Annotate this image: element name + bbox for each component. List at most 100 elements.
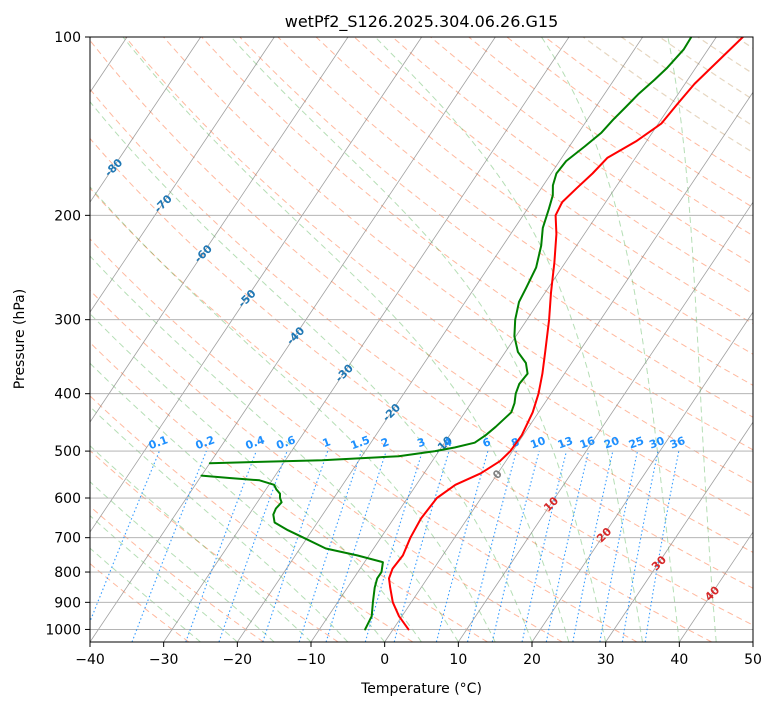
moist-adiabat-line <box>90 186 496 642</box>
isotherm-line <box>605 421 753 642</box>
moist-adiabat-line <box>90 255 459 642</box>
isotherm-line <box>310 37 717 642</box>
moist-adiabat-line <box>230 37 607 642</box>
y-tick-label: 400 <box>54 387 81 403</box>
isotherm-line <box>90 37 275 313</box>
mixing-ratio-line <box>521 450 568 642</box>
sounding-profiles <box>200 37 744 631</box>
y-tick-label: 1000 <box>45 622 81 638</box>
mixing-ratio-label: 10 <box>529 434 548 452</box>
y-tick-label: 200 <box>54 208 81 224</box>
moist-adiabat-line <box>122 37 570 642</box>
moist-adiabat-line <box>90 100 533 642</box>
moist-adiabat-line <box>374 37 643 642</box>
dry-adiabat-line <box>90 187 712 642</box>
x-tick-label: −30 <box>149 652 179 668</box>
moist-adiabat-line <box>541 37 680 642</box>
isotherm-line <box>90 37 202 203</box>
mixing-ratio-label: 25 <box>627 434 646 451</box>
isotherm-line <box>90 37 423 533</box>
mixing-ratio-line <box>325 450 387 642</box>
x-axis-title: Temperature (°C) <box>360 681 482 697</box>
mixing-ratio-line <box>435 450 489 642</box>
dry-adiabat-line <box>315 37 753 355</box>
mixing-ratio-label: 36 <box>668 434 687 452</box>
plot-frame <box>89 36 754 643</box>
mixing-ratio-label: 16 <box>578 434 597 452</box>
dry-adiabat-line <box>201 37 753 451</box>
moist-adiabat-line <box>90 547 201 642</box>
isotherm-line <box>90 37 496 642</box>
dry-adiabat-line <box>392 37 753 295</box>
mixing-ratio-label: 3 <box>415 435 427 450</box>
y-axis-ticks: 100 200 300 400 500 600 700 800 900 1000 <box>45 30 90 638</box>
mixing-ratio-line <box>90 450 160 623</box>
mixing-ratio-label: 30 <box>647 434 666 452</box>
dry-adiabat-line <box>239 37 753 418</box>
x-tick-label: −20 <box>223 652 253 668</box>
x-axis-ticks: −40 −30 −20 −10 0 10 20 30 40 50 <box>75 642 762 668</box>
mixing-ratio-label: 1 <box>321 435 333 450</box>
dry-adiabat-line <box>90 88 753 589</box>
y-tick-label: 500 <box>54 444 81 460</box>
x-tick-label: 30 <box>597 652 615 668</box>
mixing-ratio-label: 0.6 <box>275 433 298 452</box>
mixing-ratio-line <box>298 450 363 642</box>
temperature-line <box>388 37 744 631</box>
dry-adiabat-line <box>90 289 563 642</box>
mixing-ratio-label: 0.4 <box>244 433 267 452</box>
pressure-gridlines <box>90 37 753 630</box>
x-tick-label: 50 <box>744 652 762 668</box>
mixing-ratio-label: 1.5 <box>349 433 372 452</box>
x-tick-label: 10 <box>449 652 467 668</box>
moist-adiabat-line <box>90 481 275 642</box>
moist-adiabat-line <box>90 313 422 642</box>
mixing-ratio-line <box>131 450 207 642</box>
mixing-ratio-line <box>466 450 517 642</box>
isotherm-line <box>679 531 753 642</box>
dry-adiabat-line <box>90 238 638 642</box>
mixing-ratio-line <box>262 450 329 642</box>
isotherm-line <box>163 37 570 642</box>
isotherm-line <box>384 91 753 642</box>
moist-adiabat-line <box>90 515 238 642</box>
moist-adiabats <box>90 37 717 642</box>
dry-adiabat-line <box>90 505 264 642</box>
y-tick-label: 100 <box>54 30 81 46</box>
mixing-ratio-label: 0.2 <box>194 433 217 452</box>
y-tick-label: 600 <box>54 491 81 507</box>
x-tick-label: −10 <box>296 652 326 668</box>
moist-adiabat-line <box>667 37 717 642</box>
mixing-ratio-lines <box>90 450 680 642</box>
dry-adiabat-line <box>90 341 488 642</box>
mixing-ratio-line <box>545 450 590 642</box>
plot-area: -100-90-80-70-60-50-40-30-20-10010203040… <box>90 37 753 642</box>
x-tick-label: −40 <box>75 652 105 668</box>
chart-title: wetPf2_S126.2025.304.06.26.G15 <box>285 12 559 32</box>
mixing-ratio-line <box>185 450 257 642</box>
mixing-ratio-label: 4 <box>442 435 454 450</box>
mixing-ratio-line <box>491 450 540 642</box>
mixing-ratio-label: 2 <box>379 435 391 450</box>
mixing-ratio-label: 6 <box>481 435 493 450</box>
x-tick-label: 40 <box>670 652 688 668</box>
mixing-ratio-label: 20 <box>602 434 621 452</box>
x-tick-label: 0 <box>380 652 389 668</box>
moist-adiabat-line <box>90 362 386 642</box>
mixing-ratio-line <box>218 450 288 642</box>
mixing-ratio-label: 0.1 <box>147 433 170 452</box>
dewpoint-line <box>208 37 693 465</box>
isotherms <box>90 37 753 642</box>
y-tick-label: 900 <box>54 595 81 611</box>
dry-adiabat-line <box>277 37 753 386</box>
y-tick-label: 700 <box>54 531 81 547</box>
y-tick-label: 800 <box>54 565 81 581</box>
x-tick-label: 20 <box>523 652 541 668</box>
isotherm-line <box>237 37 644 642</box>
isotherm-line <box>531 311 753 642</box>
isotherm-line <box>90 37 349 423</box>
dry-adiabat-line <box>90 137 753 626</box>
dewpoint-line <box>200 474 384 631</box>
isotherm-line <box>458 201 753 642</box>
y-tick-label: 300 <box>54 313 81 329</box>
